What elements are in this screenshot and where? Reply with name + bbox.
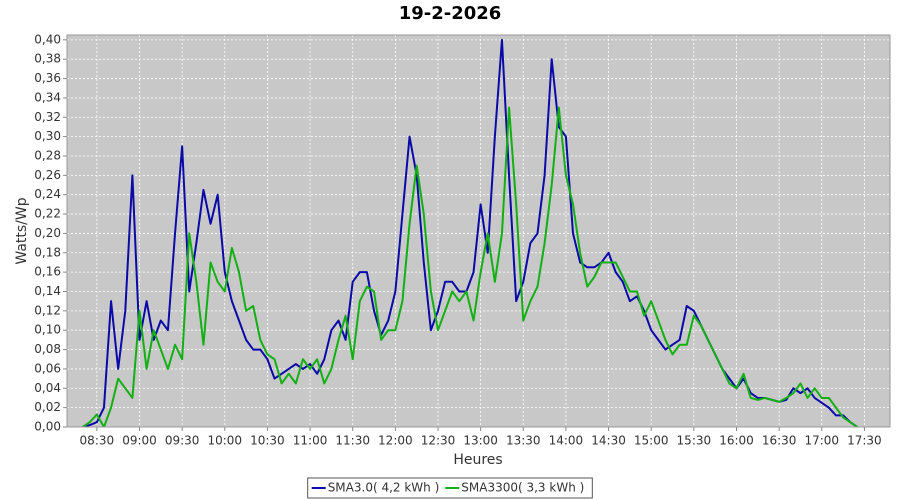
x-tick-label: 16:00 (719, 434, 754, 448)
x-tick-label: 15:30 (677, 434, 712, 448)
y-tick-label: 0,14 (34, 284, 61, 298)
legend: SMA3.0( 4,2 kWh ) SMA3300( 3,3 kWh ) (307, 477, 593, 499)
y-tick-label: 0,06 (34, 361, 61, 375)
x-tick-label: 08:30 (80, 434, 115, 448)
x-tick-label: 15:00 (634, 434, 669, 448)
x-tick-label: 13:30 (506, 434, 541, 448)
x-tick-label: 17:00 (804, 434, 839, 448)
y-tick-label: 0,38 (34, 52, 61, 66)
chart-title: 19-2-2026 (399, 3, 502, 24)
series-line (82, 38, 858, 427)
y-tick-label: 0,22 (34, 207, 61, 221)
x-tick-label: 16:30 (762, 434, 797, 448)
x-tick-label: 17:30 (847, 434, 882, 448)
x-tick-label: 09:00 (122, 434, 157, 448)
x-tick-label: 11:00 (293, 434, 328, 448)
x-tick-label: 13:00 (463, 434, 498, 448)
x-tick-label: 10:30 (250, 434, 285, 448)
x-tick-label: 09:30 (165, 434, 200, 448)
plot-border (66, 34, 891, 428)
series-line (82, 106, 858, 427)
y-tick-label: 0,00 (34, 420, 61, 434)
y-tick-label: 0,16 (34, 265, 61, 279)
y-tick-label: 0,26 (34, 168, 61, 182)
y-tick-label: 0,40 (34, 32, 61, 46)
legend-label: SMA3.0( 4,2 kWh ) (328, 481, 440, 495)
y-tick-label: 0,20 (34, 226, 61, 240)
y-tick-label: 0,28 (34, 148, 61, 162)
y-tick-label: 0,18 (34, 245, 61, 259)
y-tick-label: 0,30 (34, 129, 61, 143)
x-tick-label: 12:30 (421, 434, 456, 448)
x-tick-label: 12:00 (378, 434, 413, 448)
y-tick-label: 0,10 (34, 323, 61, 337)
y-tick-label: 0,12 (34, 303, 61, 317)
y-tick-label: 0,36 (34, 71, 61, 85)
x-tick-label: 14:00 (549, 434, 584, 448)
y-tick-label: 0,02 (34, 400, 61, 414)
y-tick-label: 0,34 (34, 90, 61, 104)
x-tick-label: 14:30 (591, 434, 626, 448)
legend-label: SMA3300( 3,3 kWh ) (461, 481, 584, 495)
x-axis-label: Heures (453, 452, 502, 468)
y-tick-label: 0,04 (34, 381, 61, 395)
x-tick-label: 11:30 (335, 434, 370, 448)
x-tick-label: 10:00 (207, 434, 242, 448)
y-tick-label: 0,24 (34, 187, 61, 201)
y-axis-label: Watts/Wp (14, 197, 30, 264)
y-tick-label: 0,08 (34, 342, 61, 356)
y-tick-label: 0,32 (34, 110, 61, 124)
